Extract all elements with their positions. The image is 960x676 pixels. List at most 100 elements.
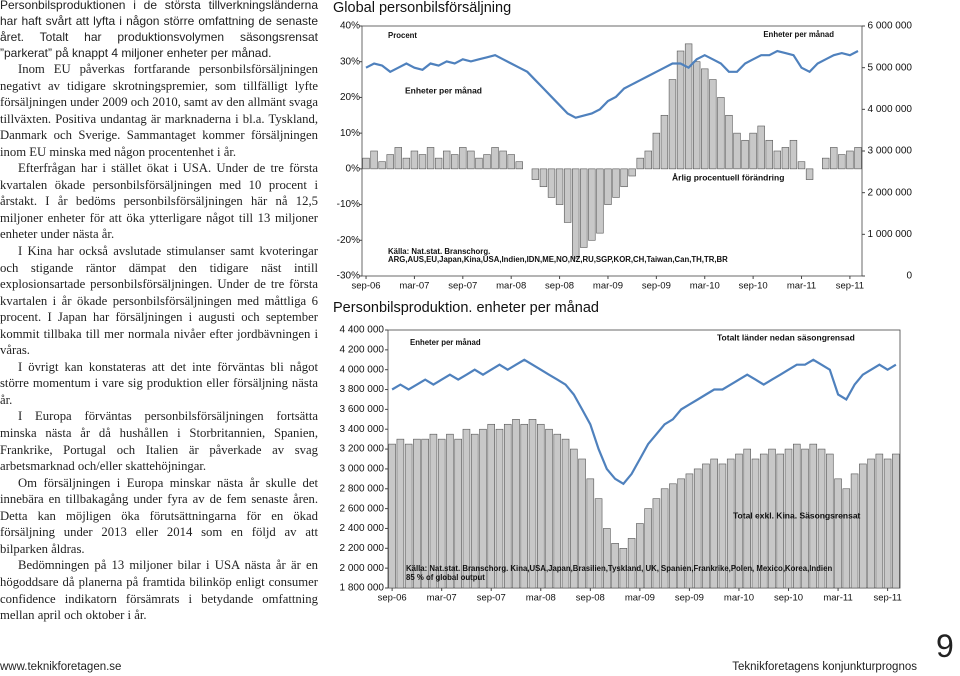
y-tick-label: 3 200 000 xyxy=(340,444,385,455)
series-label: Totalt länder nedan säsongrensad xyxy=(717,332,855,342)
bar xyxy=(499,150,507,170)
bar xyxy=(684,43,693,170)
x-tick-label: mar-09 xyxy=(593,281,623,292)
line xyxy=(391,358,897,486)
x-tick-label: sep-06 xyxy=(378,593,407,604)
bar xyxy=(644,150,652,170)
note: ARG,AUS,EU,Japan,Kina,USA,Indien,IDN,ME,… xyxy=(388,255,728,264)
paragraph: Inom EU påverkas fortfarande personbilsf… xyxy=(0,62,318,159)
bar xyxy=(702,463,710,589)
bar xyxy=(503,423,512,589)
bar xyxy=(388,443,396,589)
bar xyxy=(619,548,628,589)
y-tick-label: 3 400 000 xyxy=(340,424,385,435)
bar xyxy=(446,433,454,589)
bar xyxy=(531,168,540,180)
bar xyxy=(668,79,677,170)
bar xyxy=(784,448,793,589)
bar xyxy=(692,61,701,170)
x-tick-label: mar-11 xyxy=(823,593,852,604)
y-tick-label: 4 000 000 xyxy=(340,364,385,375)
bar xyxy=(507,154,515,170)
bar xyxy=(859,463,867,589)
bar xyxy=(883,458,892,589)
bar xyxy=(781,147,790,170)
x-tick-label: sep-06 xyxy=(352,281,381,292)
y-tick-label: 10% xyxy=(340,128,360,139)
bar xyxy=(454,438,462,589)
bar xyxy=(547,168,556,198)
bar xyxy=(604,168,612,205)
plot-frame xyxy=(387,329,901,589)
bar xyxy=(362,157,370,170)
bar xyxy=(561,438,570,589)
paragraph: Personbilsproduktionen i de största till… xyxy=(0,0,318,60)
y-tick-label: 2 600 000 xyxy=(340,503,385,514)
series-label: Årlig procentuell förändring xyxy=(672,172,784,182)
bar xyxy=(797,161,806,170)
bar xyxy=(611,543,619,589)
bar xyxy=(612,168,620,198)
y-tick-label: 4 200 000 xyxy=(340,344,385,355)
article: Personbilsproduktionen i de största till… xyxy=(0,0,318,624)
bar xyxy=(545,428,553,589)
y-tick-label: 4 400 000 xyxy=(340,325,385,336)
bar xyxy=(578,458,586,589)
bar xyxy=(765,139,773,170)
bar xyxy=(669,483,677,589)
bar xyxy=(462,428,471,589)
x-tick-label: sep-09 xyxy=(675,593,704,604)
bar xyxy=(426,147,435,170)
y2-tick-label: 2 000 000 xyxy=(868,187,913,198)
x-tick-label: sep-07 xyxy=(477,593,506,604)
bar xyxy=(660,488,669,589)
bar xyxy=(701,68,709,170)
bar xyxy=(586,478,595,589)
bar xyxy=(396,438,405,589)
bar xyxy=(470,433,479,589)
bar xyxy=(537,423,545,589)
bar xyxy=(718,463,727,589)
bar xyxy=(603,528,611,589)
bar xyxy=(627,538,636,589)
bar xyxy=(676,50,685,170)
bar xyxy=(394,147,402,170)
paragraph: I övrigt kan konstateras att det inte fö… xyxy=(0,359,318,407)
y-tick-label: 2 200 000 xyxy=(340,543,385,554)
bar xyxy=(528,419,537,589)
y2-tick-label: 4 000 000 xyxy=(868,104,913,115)
bar xyxy=(491,147,499,170)
bar xyxy=(563,168,572,223)
footer-publication: Teknikforetagens konjunkturprognos xyxy=(732,661,917,673)
bar xyxy=(817,448,826,589)
bar xyxy=(628,168,636,177)
bar xyxy=(709,79,717,170)
bar xyxy=(693,468,702,589)
bar xyxy=(834,478,842,589)
y-label: Procent xyxy=(388,31,417,40)
bar xyxy=(596,168,604,234)
y-tick-label: -30% xyxy=(337,271,360,282)
x-tick-label: mar-07 xyxy=(399,281,429,292)
paragraph: Om försäljningen i Europa minskar nästa … xyxy=(0,475,318,556)
bar xyxy=(725,114,733,170)
bar xyxy=(892,453,900,589)
chart-title: Global personbilsförsäljning xyxy=(333,0,511,16)
bar xyxy=(483,154,491,170)
page-number: 9 xyxy=(936,628,954,664)
note: 85 % of global output xyxy=(406,573,485,582)
y2-tick-label: 3 000 000 xyxy=(868,146,913,157)
bar xyxy=(620,168,628,188)
bar xyxy=(570,448,578,589)
bar xyxy=(413,438,421,589)
bar xyxy=(594,498,603,589)
bar xyxy=(459,147,467,170)
bar xyxy=(512,419,520,589)
bar xyxy=(442,150,451,170)
y-tick-label: 20% xyxy=(340,92,360,103)
y-tick-label: 30% xyxy=(340,56,360,67)
source: Källa: Nat.stat. Branschorg. xyxy=(388,247,490,256)
bar xyxy=(429,433,438,589)
bar xyxy=(741,139,749,170)
